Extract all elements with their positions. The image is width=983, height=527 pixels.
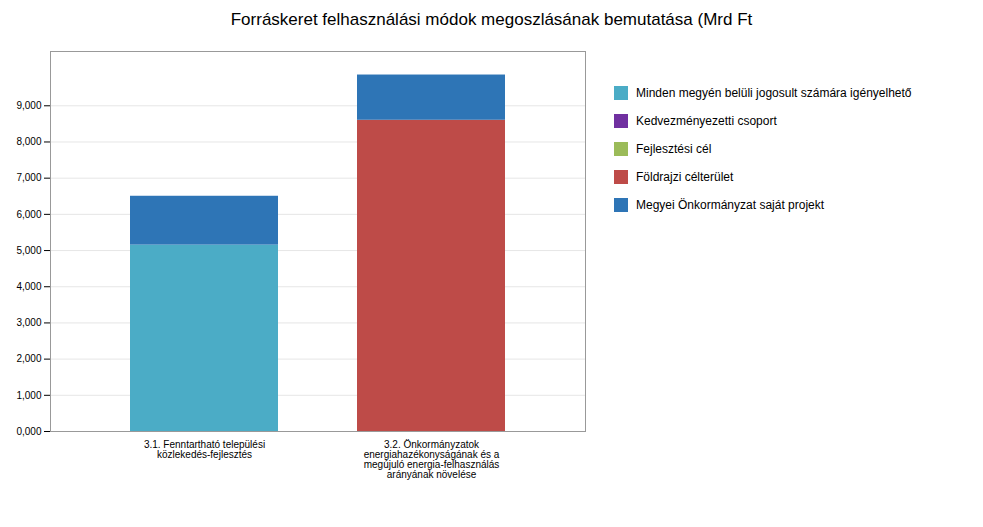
svg-text:6,000: 6,000 xyxy=(16,209,41,220)
html-text:Fejlesztési cél: Fejlesztési cél xyxy=(636,142,712,156)
html-text:Minden megyén belüli jogosult: Minden megyén belüli jogosult számára ig… xyxy=(636,86,912,100)
svg-text:7,000: 7,000 xyxy=(16,172,41,183)
svg-text:3.1. Fenntartható településikö: 3.1. Fenntartható településiközlekedés-f… xyxy=(144,439,265,460)
svg-text:3.2. Önkormányzatokenergiahazé: 3.2. Önkormányzatokenergiahazékonyságána… xyxy=(364,439,500,480)
html-text:Földrajzi célterület: Földrajzi célterület xyxy=(636,170,734,184)
svg-text:3,000: 3,000 xyxy=(16,317,41,328)
svg-text:8,000: 8,000 xyxy=(16,136,41,147)
svg-text:5,000: 5,000 xyxy=(16,245,41,256)
svg-text:0,000: 0,000 xyxy=(16,426,41,437)
svg-text:1,000: 1,000 xyxy=(16,390,41,401)
html-text:Megyei Önkormányzat saját proj: Megyei Önkormányzat saját projekt xyxy=(636,198,825,212)
svg-text:2,000: 2,000 xyxy=(16,353,41,364)
html-text:Kedvezményezetti csoport: Kedvezményezetti csoport xyxy=(636,114,777,128)
svg-text:4,000: 4,000 xyxy=(16,281,41,292)
svg-text:9,000: 9,000 xyxy=(16,100,41,111)
html-text:Forráskeret felhasználási módo: Forráskeret felhasználási módok megoszlá… xyxy=(230,10,753,29)
